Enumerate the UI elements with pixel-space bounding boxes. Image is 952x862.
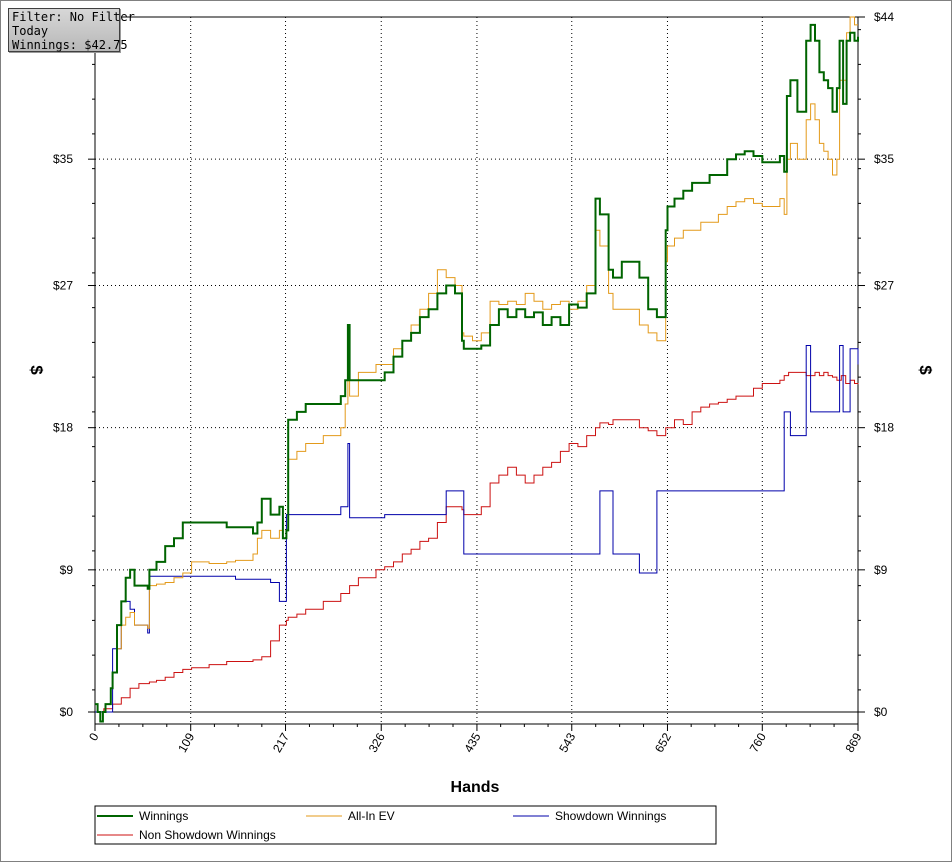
- x-tick-label: 760: [747, 730, 769, 755]
- y-tick-label-right: $27: [874, 279, 894, 293]
- y-axis-title-left: $: [27, 365, 46, 375]
- y-axis-title-right: $: [916, 365, 935, 375]
- y-tick-label-left: $0: [60, 705, 74, 719]
- x-axis-title: Hands: [451, 779, 500, 796]
- legend-label-showdown-winnings: Showdown Winnings: [555, 809, 666, 823]
- y-tick-label-right: $35: [874, 152, 894, 166]
- series-line-non-showdown-winnings: [95, 371, 859, 713]
- legend-box: [94, 805, 717, 845]
- axis-ticks: $0$0$9$9$18$18$27$27$35$35$44$4401092173…: [53, 10, 894, 755]
- y-tick-label-right: $18: [874, 421, 894, 435]
- series-line-winnings: [95, 23, 859, 723]
- y-tick-label-left: $27: [53, 279, 73, 293]
- x-tick-label: 217: [270, 730, 292, 755]
- legend-label-winnings: Winnings: [139, 809, 188, 823]
- y-tick-label-left: $18: [53, 421, 73, 435]
- x-tick-label: 435: [461, 730, 483, 755]
- grid-lines: [95, 16, 858, 724]
- legend-label-all-in-ev: All-In EV: [348, 809, 395, 823]
- y-tick-label-left: $35: [53, 152, 73, 166]
- x-tick-label: 543: [556, 730, 578, 755]
- y-tick-label-right: $44: [874, 10, 894, 24]
- x-tick-label: 326: [366, 730, 388, 755]
- filter-info-box: Filter: No Filter Today Winnings: $42.75: [8, 8, 135, 52]
- x-tick-label: 869: [842, 730, 864, 755]
- x-tick-label: 652: [652, 730, 674, 755]
- legend: Winnings All-In EV Showdown Winnings Non Sh…: [94, 805, 717, 845]
- y-tick-label-right: $0: [874, 705, 888, 719]
- y-tick-label-left: $9: [60, 563, 74, 577]
- x-tick-label: 109: [175, 730, 197, 755]
- x-tick-label: 0: [86, 730, 102, 743]
- series-layer: [95, 16, 859, 723]
- legend-label-non-showdown-winnings: Non Showdown Winnings: [139, 828, 276, 842]
- y-tick-label-right: $9: [874, 563, 888, 577]
- winnings-label: Winnings: $42.75: [12, 38, 128, 52]
- filter-label: Filter: No Filter: [12, 10, 135, 24]
- series-line-all-in-ev: [95, 16, 858, 722]
- period-label: Today: [12, 24, 49, 38]
